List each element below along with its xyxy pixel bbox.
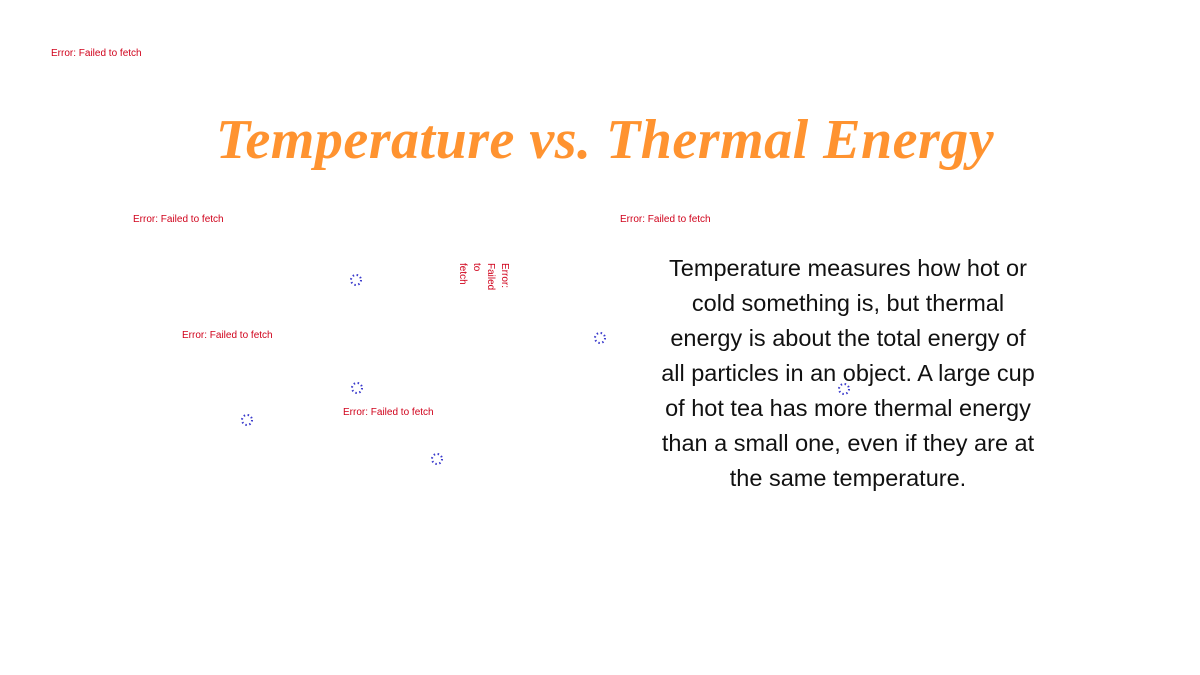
error-message: Error: Failed to fetch bbox=[620, 214, 711, 225]
body-text: Temperature measures how hot or cold som… bbox=[661, 255, 1035, 491]
error-message: Error: Failed to fetch bbox=[133, 214, 224, 225]
loading-spinner bbox=[350, 274, 362, 286]
slide-title: Temperature vs. Thermal Energy bbox=[215, 109, 995, 171]
error-message: Error: Failed to fetch bbox=[343, 407, 434, 418]
error-message: Error: Failed to fetch bbox=[182, 330, 273, 341]
loading-spinner bbox=[431, 453, 443, 465]
loading-spinner bbox=[241, 414, 253, 426]
error-message: Error: Failed to fetch bbox=[457, 263, 510, 291]
loading-spinner bbox=[351, 382, 363, 394]
loading-spinner bbox=[838, 383, 850, 395]
error-message: Error: Failed to fetch bbox=[51, 48, 142, 59]
loading-spinner bbox=[594, 332, 606, 344]
